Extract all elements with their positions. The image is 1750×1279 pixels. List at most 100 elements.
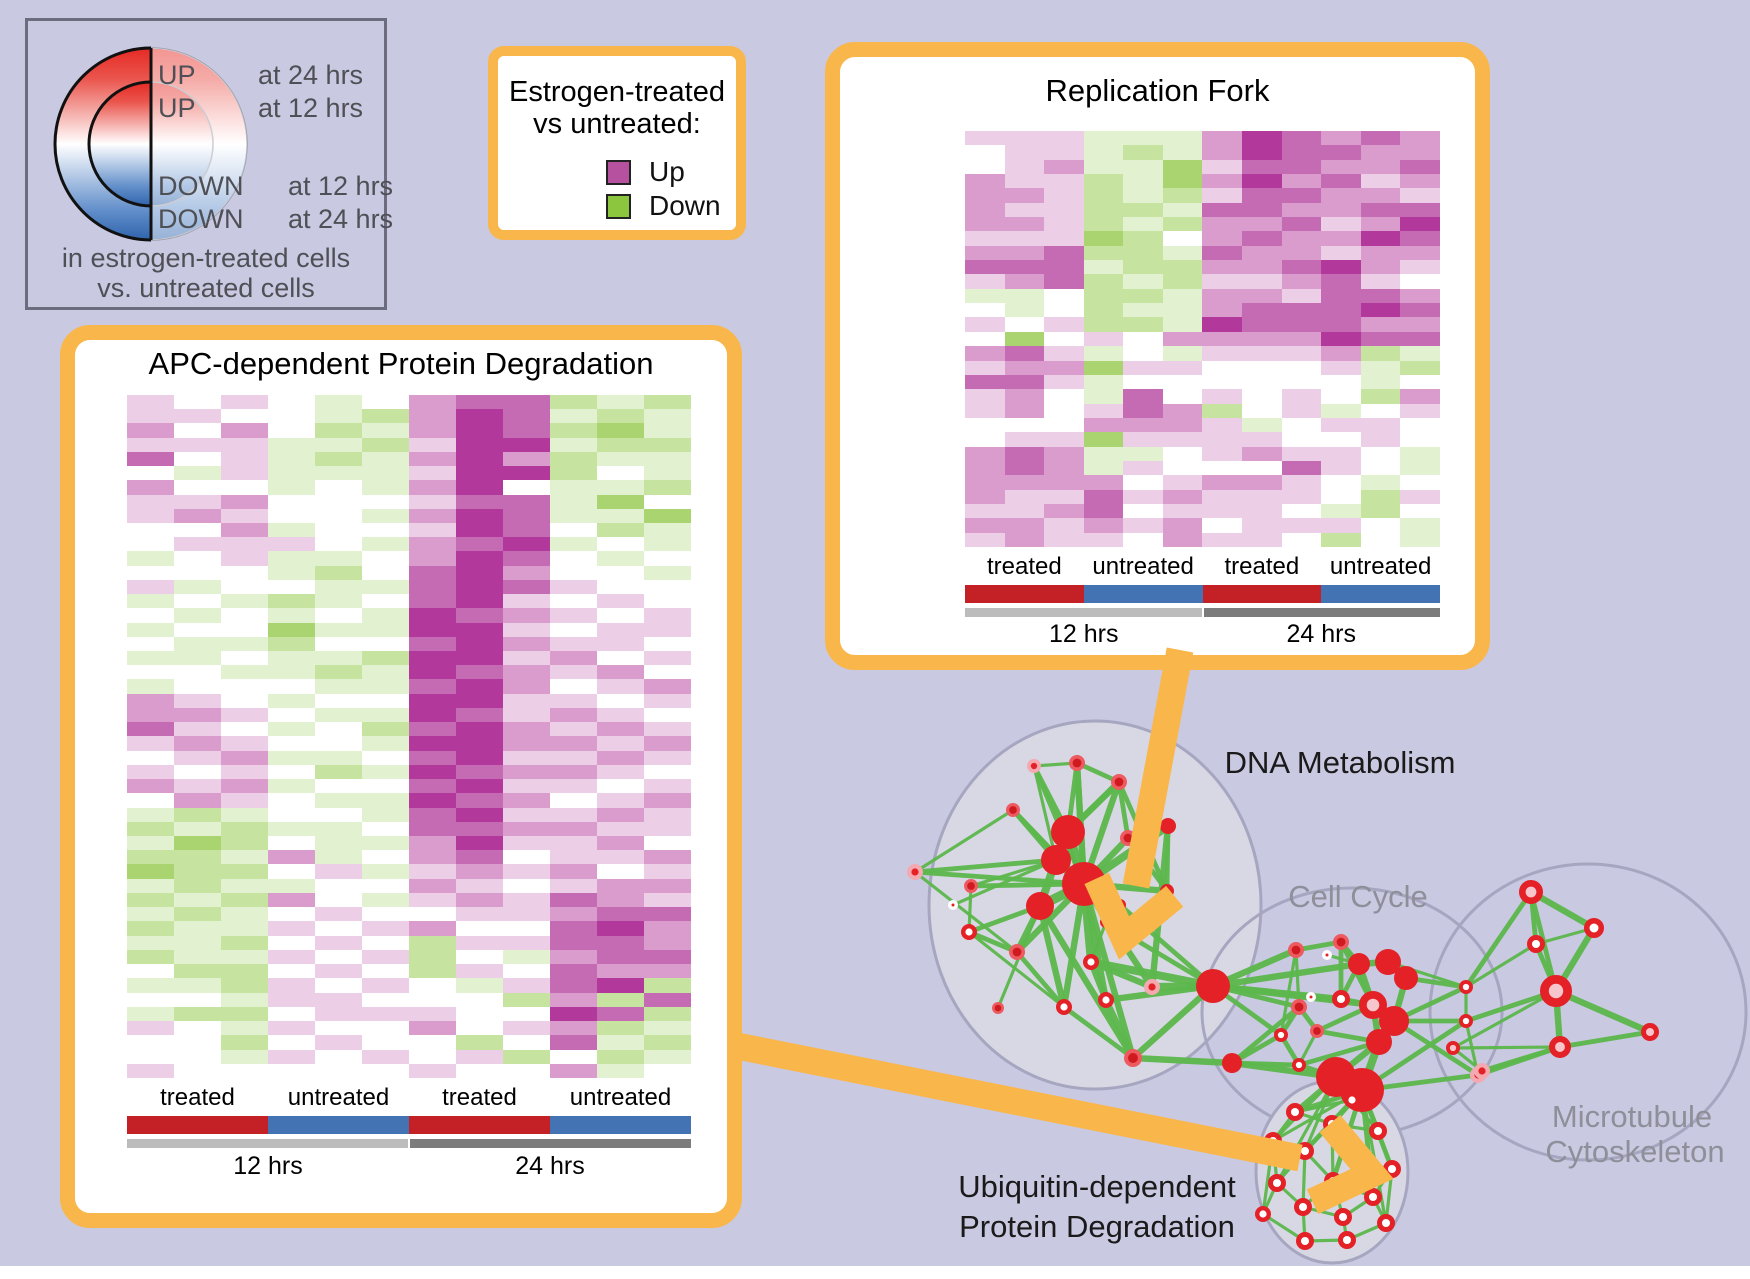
ring-legend-footer-line2: vs. untreated cells bbox=[97, 273, 315, 303]
heatmap-cell bbox=[1400, 274, 1440, 289]
heatmap-cell bbox=[597, 423, 644, 438]
heatmap-cell bbox=[503, 579, 550, 595]
heatmap-cell bbox=[550, 992, 597, 1007]
heatmap-cell bbox=[503, 1021, 550, 1036]
heatmap-cell bbox=[1242, 417, 1282, 433]
heatmap-cell bbox=[503, 992, 550, 1007]
heatmap-cell bbox=[127, 949, 174, 965]
heatmap-cell bbox=[1242, 188, 1282, 203]
heatmap-cell bbox=[127, 821, 174, 837]
heatmap-cell bbox=[1202, 503, 1243, 519]
heatmap-cell bbox=[268, 878, 315, 893]
replication-fork-heatmap bbox=[965, 131, 1440, 547]
heatmap-cell bbox=[174, 409, 221, 424]
heatmap-cell bbox=[221, 423, 268, 438]
network-node bbox=[1469, 1066, 1486, 1083]
network-edge bbox=[1332, 1038, 1383, 1081]
heatmap-cell bbox=[597, 722, 644, 737]
heatmap-cell bbox=[1360, 518, 1401, 533]
network-edge bbox=[1552, 987, 1654, 1036]
network-edge bbox=[1293, 1098, 1354, 1114]
heatmap-cell bbox=[174, 722, 221, 737]
heatmap-cell bbox=[550, 978, 597, 993]
heatmap-cell bbox=[362, 750, 409, 765]
network-edge bbox=[1065, 760, 1080, 835]
heatmap-cell bbox=[1360, 503, 1401, 519]
heatmap-cell bbox=[268, 551, 315, 566]
heatmap-cell bbox=[409, 622, 456, 637]
heatmap-cell bbox=[1281, 374, 1322, 390]
heatmap-cell bbox=[268, 1049, 315, 1064]
heatmap-cell bbox=[409, 451, 456, 467]
heatmap-cell bbox=[1321, 403, 1361, 418]
network-edge bbox=[1271, 1088, 1364, 1143]
network-edge bbox=[1301, 1205, 1345, 1219]
heatmap-cell bbox=[597, 750, 644, 765]
network-edge bbox=[1129, 1054, 1236, 1067]
heatmap-cell bbox=[127, 793, 174, 808]
heatmap-cell bbox=[127, 466, 174, 481]
network-edge bbox=[1064, 778, 1123, 836]
heatmap-cell bbox=[1202, 260, 1243, 275]
heatmap-cell bbox=[362, 764, 409, 780]
network-edge bbox=[1278, 1032, 1302, 1068]
network-edge bbox=[913, 870, 1019, 954]
heatmap-cell bbox=[315, 1021, 362, 1036]
heatmap-cell bbox=[1202, 159, 1243, 175]
network-edge bbox=[1391, 1018, 1481, 1078]
time-label-12hrs: 12 hrs bbox=[233, 1152, 303, 1180]
network-edge bbox=[1228, 1059, 1340, 1081]
network-edge bbox=[1463, 889, 1534, 990]
network-node bbox=[1337, 1230, 1356, 1249]
bar-segment bbox=[550, 1116, 691, 1134]
heatmap-cell bbox=[597, 650, 644, 666]
heatmap-cell bbox=[1162, 475, 1203, 490]
heatmap-cell bbox=[644, 480, 691, 495]
heatmap-cell bbox=[1360, 231, 1401, 246]
heatmap-cell bbox=[1044, 131, 1084, 146]
heatmap-cell bbox=[644, 451, 691, 467]
ring-legend-footer-line1: in estrogen-treated cells bbox=[61, 243, 351, 273]
network-edge bbox=[1330, 1122, 1335, 1183]
heatmap-cell bbox=[1162, 159, 1203, 175]
heatmap-cell bbox=[1123, 288, 1163, 304]
heatmap-cell bbox=[456, 608, 503, 623]
network-edge bbox=[1064, 778, 1123, 836]
heatmap-cell bbox=[644, 466, 691, 481]
heatmap-cell bbox=[1321, 317, 1361, 332]
heatmap-cell bbox=[174, 679, 221, 694]
heatmap-cell bbox=[1083, 346, 1124, 361]
heatmap-cell bbox=[1083, 159, 1124, 175]
heatmap-cell bbox=[597, 636, 644, 651]
heatmap-cell bbox=[409, 892, 456, 908]
heatmap-cell bbox=[315, 864, 362, 879]
heatmap-cell bbox=[1162, 131, 1203, 146]
heatmap-cell bbox=[1044, 331, 1084, 347]
heatmap-cell bbox=[315, 779, 362, 794]
apc-title: APC-dependent Protein Degradation bbox=[148, 346, 654, 381]
arrow-replication-to-dna-stem bbox=[1122, 647, 1194, 889]
heatmap-cell bbox=[550, 878, 597, 893]
heatmap-cell bbox=[1242, 217, 1282, 232]
heatmap-cell bbox=[1044, 231, 1084, 246]
heatmap-cell bbox=[1400, 317, 1440, 332]
heatmap-cell bbox=[362, 1035, 409, 1050]
heatmap-cell bbox=[644, 565, 691, 580]
heatmap-cell bbox=[550, 608, 597, 623]
heatmap-cell bbox=[362, 437, 409, 452]
heatmap-cell bbox=[644, 494, 691, 509]
heatmap-cell bbox=[362, 779, 409, 794]
heatmap-cell bbox=[550, 793, 597, 808]
network-edge bbox=[1080, 822, 1172, 888]
heatmap-cell bbox=[550, 622, 597, 637]
heatmap-cell bbox=[644, 579, 691, 595]
network-node bbox=[1382, 1159, 1401, 1178]
heatmap-cell bbox=[456, 850, 503, 865]
heatmap-cell bbox=[456, 480, 503, 495]
heatmap-cell bbox=[1242, 475, 1282, 490]
bar-segment bbox=[127, 1116, 268, 1134]
heatmap-cell bbox=[644, 537, 691, 552]
network-node bbox=[1446, 1041, 1461, 1056]
network-edge bbox=[1451, 989, 1558, 1050]
heatmap-cell bbox=[1360, 260, 1401, 275]
